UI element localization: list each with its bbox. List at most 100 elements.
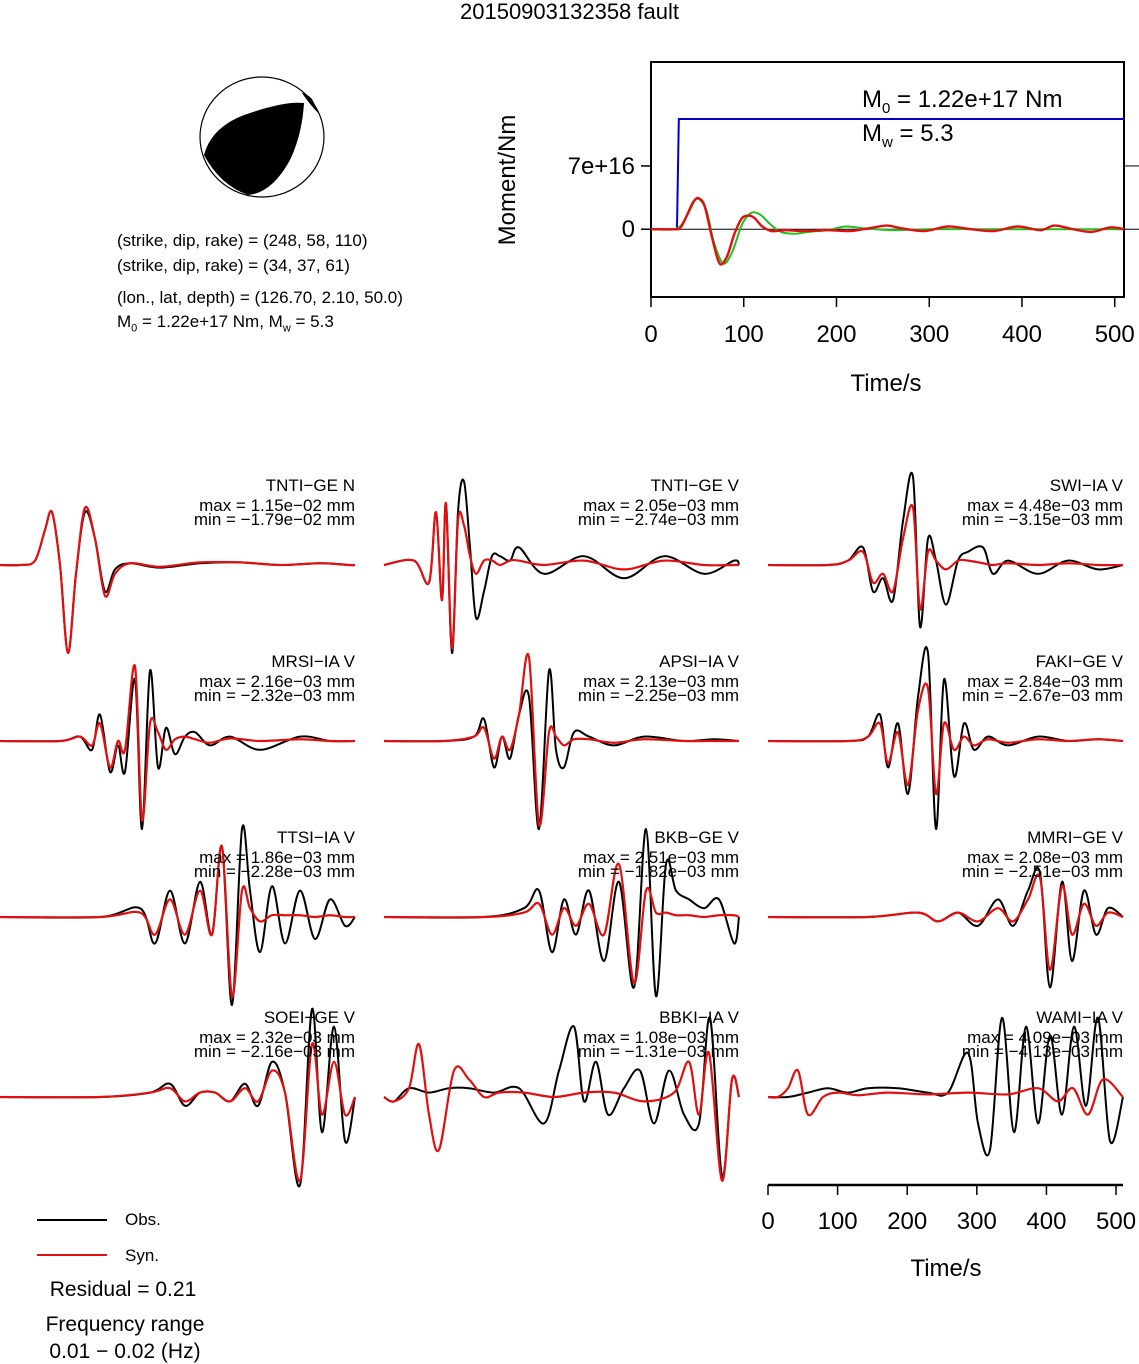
stf-y-tick-label: 0 xyxy=(622,216,635,243)
station-max: max = 2.84e−03 mm xyxy=(967,672,1123,691)
synthetic-trace xyxy=(383,1043,741,1182)
station-name: APSI−IA V xyxy=(659,652,739,671)
station-min: min = −2.25e−03 mm xyxy=(577,686,739,705)
synthetic-trace xyxy=(767,1068,1124,1117)
source-location: (lon., lat, depth) = (126.70, 2.10, 50.0… xyxy=(117,288,403,307)
station-min: min = −2.32e−03 mm xyxy=(193,686,355,705)
synthetic-trace xyxy=(767,682,1124,795)
nodal-plane-1: (strike, dip, rake) = (248, 58, 110) xyxy=(117,231,368,250)
stf-m0-annotation: M0 = 1.22e+17 Nm xyxy=(862,86,1063,117)
stf-x-tick-label: 100 xyxy=(724,321,764,348)
frequency-range-value: 0.01 − 0.02 (Hz) xyxy=(49,1340,201,1363)
station-max: max = 1.08e−03 mm xyxy=(583,1028,739,1047)
station-5-traces xyxy=(767,645,1124,831)
stf-frame xyxy=(650,61,1125,298)
station-min: min = −2.67e−03 mm xyxy=(961,686,1123,705)
station-8-traces xyxy=(767,866,1124,989)
synthetic-trace xyxy=(383,862,740,985)
station-7-traces xyxy=(383,827,740,998)
station-max: max = 2.08e−03 mm xyxy=(967,848,1123,867)
legend: Obs. Syn. xyxy=(0,1200,260,1360)
beachball-compressional-quadrant xyxy=(204,102,304,195)
moment-plot: 0 7e+16 0 100 200 300 400 500 xyxy=(568,61,1139,348)
station-9-traces xyxy=(0,1007,357,1188)
station-max: max = 2.13e−03 mm xyxy=(583,672,739,691)
stf-x-tick-label: 0 xyxy=(644,321,657,348)
station-min: min = −1.31e−03 mm xyxy=(577,1042,739,1061)
synthetic-trace xyxy=(0,664,356,822)
station-name: FAKI−GE V xyxy=(1035,652,1123,671)
synthetic-trace xyxy=(383,502,739,650)
stf-y-tick-label: 7e+16 xyxy=(568,153,635,180)
station-max: max = 4.48e−03 mm xyxy=(967,496,1123,515)
waveform-x-tick-label: 0 xyxy=(761,1208,774,1235)
station-name: BKB−GE V xyxy=(654,828,739,847)
station-max: max = 1.15e−02 mm xyxy=(199,496,355,515)
observed-trace xyxy=(383,827,740,998)
station-name: MMRI−GE V xyxy=(1027,828,1123,847)
station-11-traces xyxy=(767,1016,1124,1157)
station-min: min = −1.79e−02 mm xyxy=(193,510,355,529)
station-name: WAMI−IA V xyxy=(1036,1008,1123,1027)
station-min: min = −2.74e−03 mm xyxy=(577,510,739,529)
station-max: max = 4.09e−03 mm xyxy=(967,1028,1123,1047)
frequency-range-title: Frequency range xyxy=(45,1313,205,1336)
station-2-traces xyxy=(767,472,1124,629)
station-max: max = 2.51e−03 mm xyxy=(583,848,739,867)
station-3-traces xyxy=(0,664,356,831)
synthetic-trace xyxy=(0,505,356,655)
beachball-small-quadrant xyxy=(302,93,320,115)
station-min: min = −3.15e−03 mm xyxy=(961,510,1123,529)
station-name: TNTI−GE N xyxy=(265,476,355,495)
synthetic-moment-rate-line xyxy=(650,196,1125,266)
moment-summary: M0 = 1.22e+17 Nm, Mw = 5.3 xyxy=(117,312,334,335)
residual-text: Residual = 0.21 xyxy=(49,1278,197,1301)
station-name: BBKI−IA V xyxy=(659,1008,739,1027)
station-min: min = −2.16e−03 mm xyxy=(193,1042,355,1061)
synthetic-trace xyxy=(767,504,1124,611)
synthetic-trace xyxy=(767,873,1124,971)
station-10-traces xyxy=(383,1016,741,1182)
station-min: min = −2.51e−03 mm xyxy=(961,862,1123,881)
synthetic-trace xyxy=(0,1042,357,1182)
station-name: MRSI−IA V xyxy=(271,652,355,671)
waveform-x-axis-label: Time/s xyxy=(910,1255,982,1282)
legend-obs-label: Obs. xyxy=(125,1210,161,1229)
station-name: SWI−IA V xyxy=(1049,476,1123,495)
waveform-x-tick-label: 500 xyxy=(1096,1208,1136,1235)
waveform-x-tick-label: 100 xyxy=(818,1208,858,1235)
nodal-plane-2: (strike, dip, rake) = (34, 37, 61) xyxy=(117,256,350,275)
station-4-traces xyxy=(383,653,740,831)
station-name: TTSI−IA V xyxy=(277,828,355,847)
waveform-x-tick-label: 200 xyxy=(887,1208,927,1235)
station-6-traces xyxy=(0,824,356,1007)
station-min: min = −1.82e−03 mm xyxy=(577,862,739,881)
station-max: max = 2.16e−03 mm xyxy=(199,672,355,691)
legend-syn-label: Syn. xyxy=(125,1246,160,1265)
station-max: max = 2.05e−03 mm xyxy=(583,496,739,515)
waveform-x-tick-label: 300 xyxy=(957,1208,997,1235)
waveform-x-tick-label: 400 xyxy=(1026,1208,1066,1235)
legend-obs-line xyxy=(37,1219,107,1221)
station-name: SOEI−GE V xyxy=(263,1008,355,1027)
stf-x-axis-label: Time/s xyxy=(850,370,922,397)
station-min: min = −2.28e−03 mm xyxy=(193,862,355,881)
observed-trace xyxy=(767,1016,1124,1157)
station-1-traces xyxy=(383,478,740,655)
observed-trace xyxy=(0,509,356,655)
stf-x-tick-label: 300 xyxy=(909,321,949,348)
stf-mw-annotation: Mw = 5.3 xyxy=(862,120,954,151)
synthetic-trace xyxy=(0,845,356,998)
stf-x-tick-label: 500 xyxy=(1095,321,1135,348)
station-max: max = 2.32e−03 mm xyxy=(199,1028,355,1047)
legend-syn-line xyxy=(37,1254,107,1256)
station-max: max = 1.86e−03 mm xyxy=(199,848,355,867)
stf-x-tick-label: 200 xyxy=(816,321,856,348)
beachball-plot xyxy=(199,76,325,198)
synthetic-trace xyxy=(383,653,739,827)
stf-x-tick-label: 400 xyxy=(1002,321,1042,348)
station-min: min = −4.13e−03 mm xyxy=(961,1042,1123,1061)
station-name: TNTI−GE V xyxy=(650,476,739,495)
page-title: 20150903132358 fault xyxy=(460,0,679,24)
